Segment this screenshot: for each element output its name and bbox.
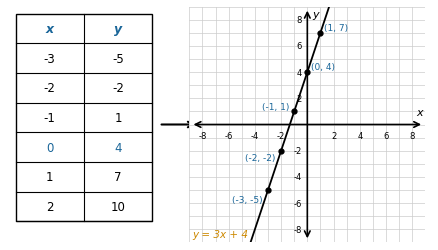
Text: (-3, -5): (-3, -5) (232, 195, 262, 204)
Text: y: y (312, 10, 318, 20)
Text: (-2, -2): (-2, -2) (245, 153, 275, 162)
Text: 2: 2 (46, 200, 53, 213)
Text: -6: -6 (293, 199, 301, 208)
Text: 2: 2 (296, 94, 301, 103)
Text: (0, 4): (0, 4) (310, 63, 334, 72)
Text: -8: -8 (293, 225, 301, 234)
Text: 8: 8 (296, 16, 301, 25)
Text: -3: -3 (44, 52, 56, 65)
Text: 4: 4 (114, 141, 122, 154)
Text: -4: -4 (293, 173, 301, 182)
Text: y: y (114, 23, 122, 36)
Text: -1: -1 (44, 112, 56, 124)
Text: 1: 1 (114, 112, 122, 124)
Text: x: x (46, 23, 54, 36)
Text: 6: 6 (296, 42, 301, 51)
Text: -8: -8 (198, 132, 206, 140)
Text: -2: -2 (112, 82, 124, 95)
Text: -2: -2 (44, 82, 56, 95)
Text: -6: -6 (224, 132, 232, 140)
Text: 10: 10 (110, 200, 125, 213)
Text: y = 3x + 4: y = 3x + 4 (191, 228, 247, 238)
Text: -4: -4 (250, 132, 258, 140)
Text: -5: -5 (112, 52, 124, 65)
Text: -2: -2 (293, 147, 301, 156)
Text: 0: 0 (46, 141, 53, 154)
Text: x: x (415, 108, 422, 118)
Text: 6: 6 (382, 132, 388, 140)
Text: 7: 7 (114, 170, 122, 183)
Text: 8: 8 (409, 132, 414, 140)
Text: 2: 2 (330, 132, 336, 140)
Text: (-1, 1): (-1, 1) (261, 102, 288, 111)
Text: 4: 4 (296, 68, 301, 77)
Text: -2: -2 (276, 132, 285, 140)
Text: 4: 4 (357, 132, 361, 140)
Text: 1: 1 (46, 170, 53, 183)
Text: (1, 7): (1, 7) (323, 24, 347, 33)
